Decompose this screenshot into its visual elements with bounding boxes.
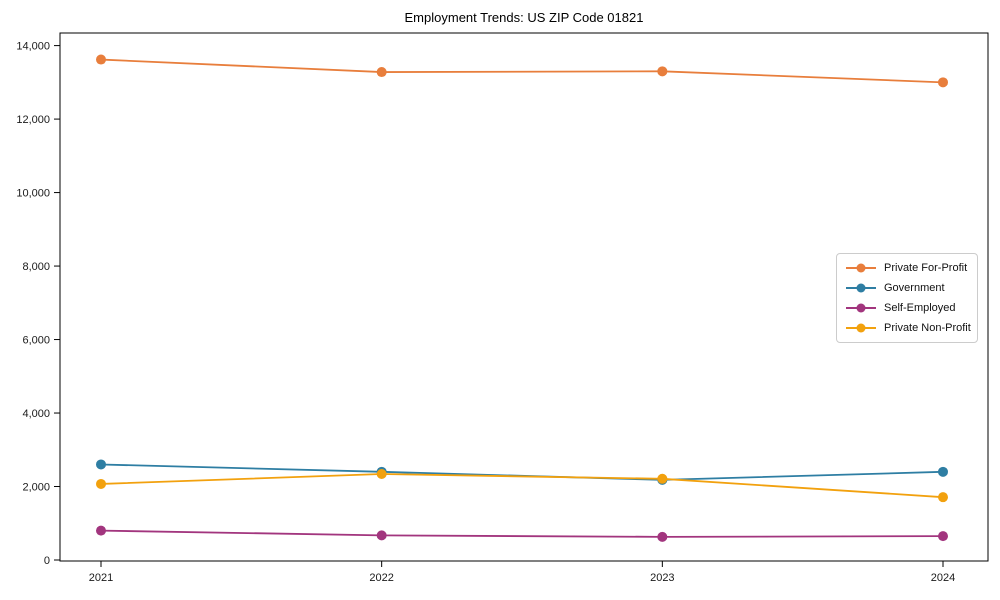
series-point	[657, 473, 668, 484]
series-line	[100, 463, 944, 481]
legend-item-private-non-profit: Private Non-Profit	[846, 321, 971, 335]
legend-item-government: Government	[846, 281, 969, 295]
legend-item-private-for-profit: Private For-Profit	[846, 261, 969, 275]
series-line	[100, 58, 944, 84]
series-point	[376, 530, 387, 541]
legend-label: Private Non-Profit	[884, 322, 971, 334]
x-tick-label: 2023	[650, 572, 674, 584]
y-tick-label: 8,000	[22, 261, 50, 273]
x-tick-label: 2021	[89, 572, 113, 584]
y-tick-label: 2,000	[22, 481, 50, 493]
chart-title: Employment Trends: US ZIP Code 01821	[404, 10, 644, 25]
legend-label: Private For-Profit	[884, 262, 968, 274]
line-marker-icon	[846, 323, 876, 333]
dot-marker-icon	[856, 323, 866, 333]
series-point	[96, 525, 106, 536]
y-tick-label: 14,000	[16, 40, 50, 52]
legend: Private For-Profit Government Self-Emplo…	[836, 253, 978, 343]
y-tick-label: 4,000	[22, 408, 50, 420]
series-point	[657, 66, 668, 77]
series-point	[96, 478, 106, 489]
series-point	[376, 469, 387, 480]
y-tick-label: 10,000	[16, 187, 50, 199]
series-point	[657, 531, 668, 542]
legend-label: Self-Employed	[884, 302, 956, 314]
legend-label: Government	[884, 282, 945, 294]
legend-item-self-employed: Self-Employed	[846, 301, 969, 315]
series-point	[938, 77, 948, 88]
series-point	[376, 67, 387, 78]
series-line	[100, 529, 944, 538]
line-marker-icon	[846, 263, 876, 273]
series-point	[938, 492, 948, 503]
plot-frame	[59, 32, 989, 562]
x-tick-label: 2024	[931, 572, 955, 584]
dot-marker-icon	[856, 303, 866, 313]
y-tick-label: 12,000	[16, 114, 50, 126]
series-point	[96, 54, 106, 65]
y-tick-label: 0	[44, 555, 50, 567]
line-marker-icon	[846, 303, 876, 313]
series-point	[938, 466, 948, 477]
line-marker-icon	[846, 283, 876, 293]
x-tick-label: 2022	[369, 572, 393, 584]
dot-marker-icon	[856, 283, 866, 293]
series-point	[938, 531, 948, 542]
y-tick-label: 6,000	[22, 334, 50, 346]
dot-marker-icon	[856, 263, 866, 273]
series-line	[100, 473, 944, 499]
series-point	[96, 459, 106, 470]
